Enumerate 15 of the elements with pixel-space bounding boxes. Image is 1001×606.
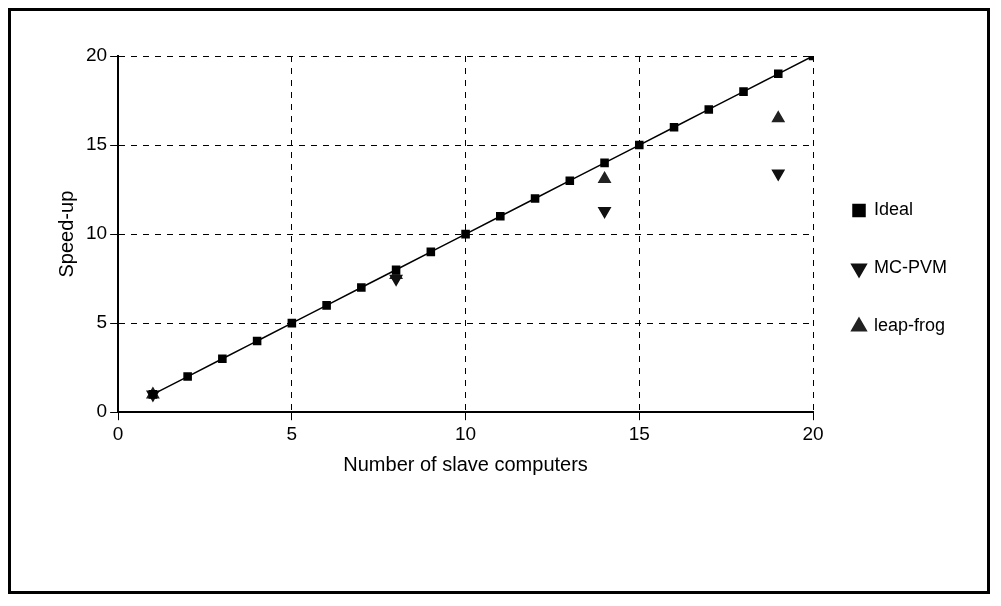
x-tick-label: 10 <box>455 422 477 444</box>
y-axis-title: Speed-up <box>54 190 77 278</box>
y-tick-label: 10 <box>85 222 108 244</box>
y-tick-label: 0 <box>96 400 108 422</box>
x-tick-label: 0 <box>112 422 124 444</box>
legend-label: Ideal <box>874 199 914 220</box>
y-tick-label: 15 <box>85 133 108 155</box>
x-tick-label: 5 <box>286 422 298 444</box>
legend-label: leap-frog <box>874 315 946 336</box>
x-tick-label: 15 <box>628 422 650 444</box>
legend-label: MC-PVM <box>874 257 948 278</box>
y-tick-label: 20 <box>85 44 108 66</box>
x-tick-label: 20 <box>802 422 824 444</box>
x-axis-title: Number of slave computers <box>343 452 588 475</box>
y-tick-label: 5 <box>96 311 108 333</box>
